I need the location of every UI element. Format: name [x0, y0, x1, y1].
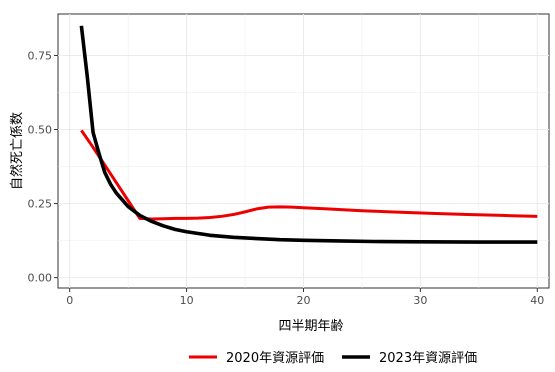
x-tick-label: 40 — [530, 294, 544, 307]
legend-label-1: 2020年資源評価 — [226, 351, 324, 366]
y-axis-title: 自然死亡係数 — [9, 112, 25, 190]
y-tick-label: 0.50 — [28, 124, 53, 137]
y-tick-label: 0.00 — [28, 272, 53, 285]
axis-ticks — [54, 54, 538, 292]
x-axis-title: 四半期年齢 — [278, 319, 343, 334]
series-line-1 — [80, 129, 538, 221]
legend-label-2: 2023年資源評価 — [379, 351, 477, 366]
x-tick-label: 0 — [66, 294, 73, 307]
x-tick-label: 10 — [180, 294, 194, 307]
y-tick-label: 0.75 — [28, 49, 53, 62]
legend: 2020年資源評価 2023年資源評価 — [189, 351, 477, 366]
y-tick-label: 0.25 — [28, 198, 53, 211]
series-lines — [79, 25, 538, 244]
x-tick-label: 20 — [297, 294, 311, 307]
tick-labels: 0.00 0.25 0.50 0.75 0 10 20 30 40 — [28, 49, 545, 307]
x-tick-label: 30 — [413, 294, 427, 307]
series-line-2 — [79, 25, 538, 244]
